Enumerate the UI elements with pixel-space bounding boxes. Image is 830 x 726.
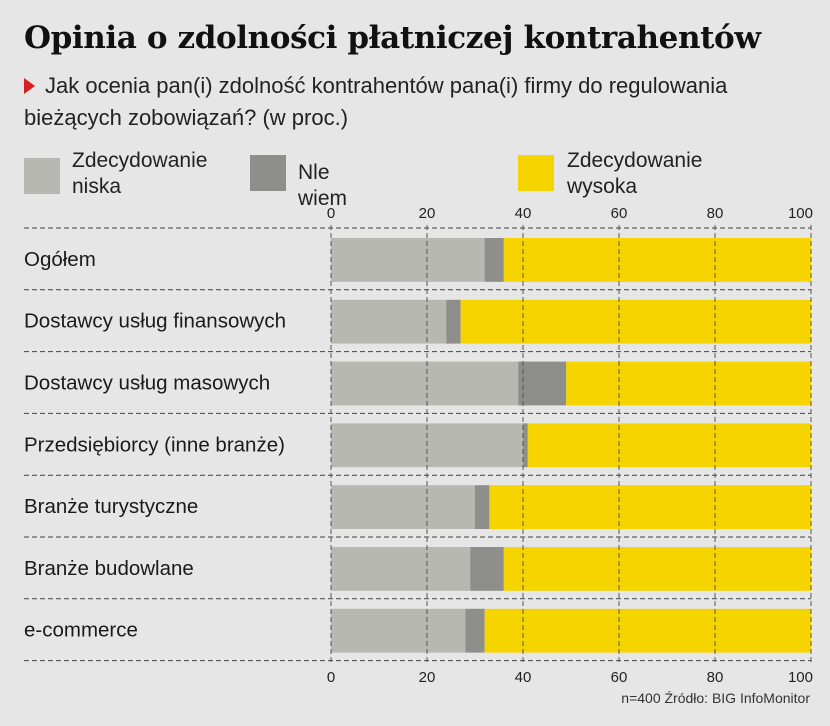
bar-high	[503, 547, 811, 591]
x-tick-label-top: 40	[515, 205, 532, 222]
category-label: Branże budowlane	[24, 557, 194, 580]
bar-low	[331, 238, 485, 282]
x-tick-label-bottom: 40	[515, 669, 532, 686]
x-tick-label-top: 0	[327, 205, 335, 222]
bar-high	[489, 485, 811, 529]
legend-swatch-high	[518, 155, 554, 191]
x-tick-label-bottom: 100	[788, 669, 813, 686]
bar-unknown	[518, 361, 567, 406]
bar-high	[484, 608, 811, 653]
bar-unknown	[523, 423, 528, 468]
category-label: Branże turystyczne	[24, 495, 198, 518]
x-tick-label-bottom: 20	[419, 669, 436, 686]
bar-low	[331, 608, 466, 653]
legend-swatch-low	[24, 158, 60, 194]
bar-unknown	[465, 608, 485, 653]
x-tick-label-top: 80	[707, 205, 724, 222]
x-tick-label-bottom: 60	[611, 669, 628, 686]
x-tick-label-top: 60	[611, 205, 628, 222]
bar-high	[566, 361, 811, 406]
legend-label-high: Zdecydowanie wysoka	[567, 149, 703, 198]
bar-high	[460, 299, 811, 344]
bar-low	[331, 299, 447, 344]
bar-unknown	[470, 547, 504, 591]
legend-label-unknown: Nle wiem	[298, 161, 348, 210]
x-tick-label-bottom: 80	[707, 669, 724, 686]
chart-subtitle: Jak ocenia pan(i) zdolność kontrahentów …	[24, 70, 784, 134]
legend-swatch-unknown	[250, 155, 286, 191]
bar-low	[331, 485, 475, 529]
category-label: Dostawcy usług masowych	[24, 372, 270, 395]
red-arrow-icon	[24, 78, 35, 94]
category-label: Przedsiębiorcy (inne branże)	[24, 433, 285, 456]
category-label: Dostawcy usług finansowych	[24, 310, 286, 333]
bar-unknown	[484, 238, 504, 282]
category-label: Ogółem	[24, 248, 96, 271]
chart-title: Opinia o zdolności płatniczej kontrahent…	[24, 20, 761, 56]
x-tick-label-top: 20	[419, 205, 436, 222]
bar-high	[503, 238, 811, 282]
bar-low	[331, 361, 519, 406]
bar-unknown	[446, 299, 461, 344]
bar-high	[527, 423, 811, 468]
chart-subtitle-text: Jak ocenia pan(i) zdolność kontrahentów …	[24, 73, 728, 130]
category-label: e-commerce	[24, 619, 138, 642]
legend-label-low: Zdecydowanie niska	[72, 149, 208, 198]
x-tick-label-top: 100	[788, 205, 813, 222]
bar-unknown	[475, 485, 490, 529]
source-note: n=400 Źródło: BIG InfoMonitor	[621, 690, 810, 706]
bar-low	[331, 547, 471, 591]
x-tick-label-bottom: 0	[327, 669, 335, 686]
